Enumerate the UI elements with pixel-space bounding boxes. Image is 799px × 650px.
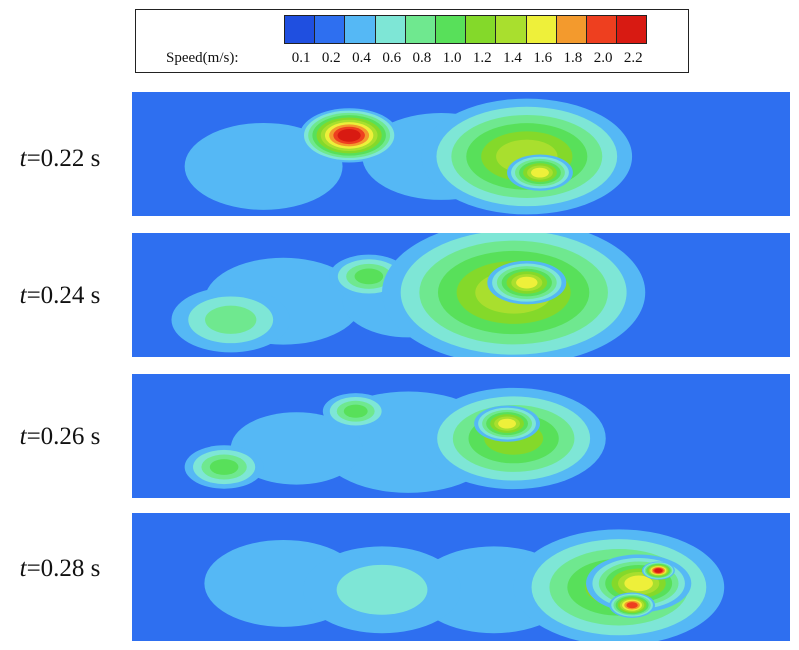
colorbar-tick-1: 0.1 <box>291 50 311 66</box>
colorbar-swatch-3 <box>344 15 376 44</box>
colorbar-swatch-10 <box>555 15 587 44</box>
panel-2-contour-4-4 <box>354 268 384 285</box>
panel-label-4: t=0.28 s <box>19 555 101 582</box>
colorbar-swatch-4 <box>374 15 406 44</box>
colorbar-tick-10: 1.8 <box>563 50 583 66</box>
colorbar-tick-7: 1.2 <box>472 50 492 66</box>
heatmap-panel-3 <box>132 374 790 498</box>
colorbar-swatch-5 <box>404 15 436 44</box>
colorbar-swatch-2 <box>314 15 346 44</box>
colorbar-swatch-12 <box>616 15 648 44</box>
panel-4-contour-7-10 <box>654 568 663 573</box>
colorbar-tick-6: 1.0 <box>442 50 462 66</box>
panel-4-contour-5-7 <box>624 575 653 592</box>
panel-4-contour-6-9 <box>626 602 638 609</box>
colorbar-tick-9: 1.6 <box>533 50 553 66</box>
panel-4-contour-3-2 <box>336 564 428 615</box>
panel-3-contour-6-7 <box>498 418 516 429</box>
colorbar-label: Speed(m/s): <box>166 50 239 66</box>
panel-label-1: t=0.22 s <box>19 145 101 172</box>
colorbar-tick-4: 0.6 <box>382 50 402 66</box>
panel-3-contour-3-4 <box>343 404 368 418</box>
colorbar-swatch-6 <box>435 15 467 44</box>
colorbar-tick-2: 0.2 <box>321 50 341 66</box>
colorbar-swatch-9 <box>525 15 557 44</box>
colorbar-tick-12: 2.2 <box>623 50 643 66</box>
colorbar-tick-5: 0.8 <box>412 50 432 66</box>
panel-3-contour-2-1 <box>230 412 363 485</box>
colorbar-legend: Speed(m/s): 0.1 0.2 0.4 0.6 0.8 1.0 1.2 1.4 1.6 1… <box>135 9 689 73</box>
colorbar-swatch-8 <box>495 15 527 44</box>
heatmap-panel-4 <box>132 513 790 641</box>
colorbar-tick-3: 0.4 <box>352 50 371 66</box>
panel-1-contour-4-7 <box>531 167 549 178</box>
colorbar-tick-11: 2.0 <box>593 50 613 66</box>
panel-2-contour-6-7 <box>516 276 538 289</box>
panel-1-contour-5-10 <box>337 129 361 142</box>
panel-label-3: t=0.26 s <box>19 423 101 450</box>
panel-2-contour-3-3 <box>205 305 257 334</box>
colorbar-tick-8: 1.4 <box>503 50 522 66</box>
colorbar-swatch-11 <box>586 15 618 44</box>
colorbar-swatch-7 <box>465 15 497 44</box>
panel-3-contour-4-4 <box>209 459 239 475</box>
colorbar-swatch-1 <box>284 15 316 44</box>
panel-label-2: t=0.24 s <box>19 282 101 309</box>
heatmap-panel-1 <box>132 92 790 216</box>
heatmap-panel-2 <box>132 233 790 357</box>
